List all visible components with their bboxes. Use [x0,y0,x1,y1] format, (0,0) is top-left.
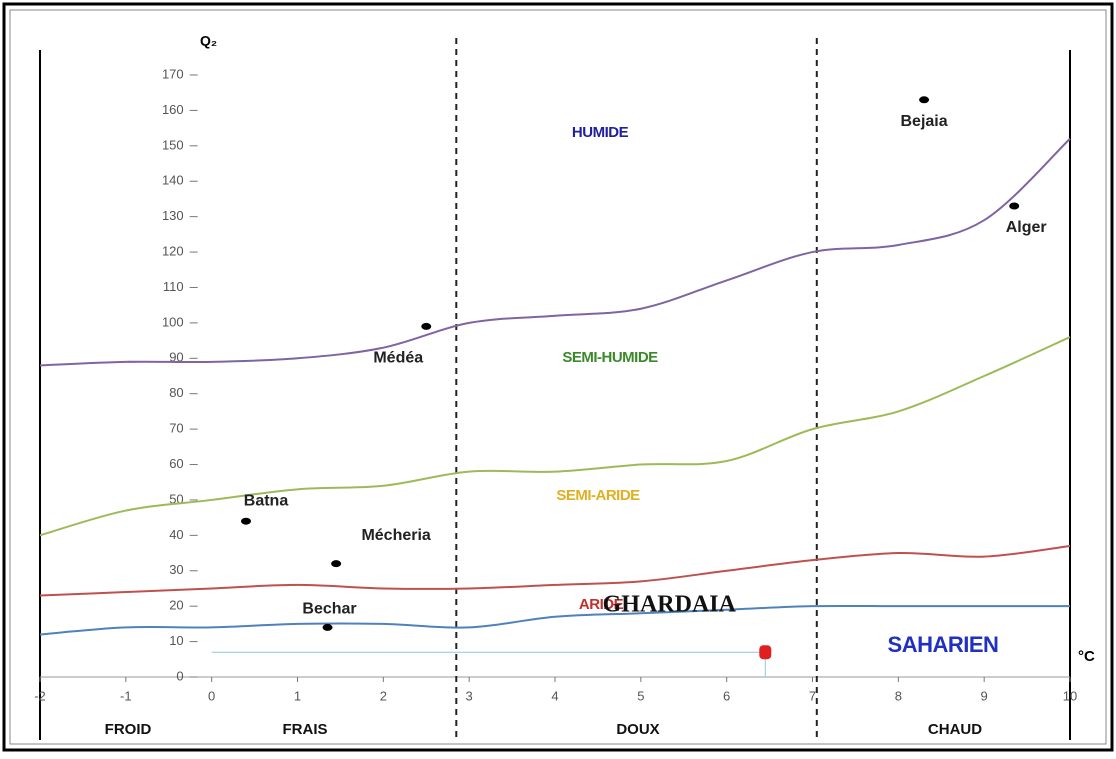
zone-boundary [39,604,1070,636]
zone-boundary [39,544,1071,597]
station-point [759,645,772,660]
zone-label: ARIDE [579,596,624,613]
band-label: CHAUD [928,721,982,738]
y-tick-label: 0 [176,668,183,683]
zone-label: SEMI-HUMIDE [562,349,658,366]
x-tick-label: 8 [895,688,902,703]
y-tick-label: 110 [163,279,184,294]
station-label: Bejaia [901,113,948,130]
y-tick-label: 160 [162,102,184,117]
x-axis-label: °C [1078,648,1095,665]
zone-label: SAHARIEN [888,632,999,657]
y-tick-label: 80 [169,385,183,400]
x-tick-label: -2 [34,688,46,703]
station-point [241,517,251,525]
zone-boundary [39,138,1071,367]
x-tick-label: -1 [120,688,132,703]
y-axis-label: Q₂ [200,33,217,49]
x-tick-label: 5 [637,688,644,703]
y-tick-label: 130 [162,208,184,223]
station-point [919,96,930,104]
y-tick-label: 60 [169,456,183,471]
station-point [421,322,432,330]
station-label: Alger [1006,219,1047,236]
x-tick-label: 6 [723,688,730,703]
station-label: Médéa [373,350,423,367]
station-label: Batna [244,492,289,509]
x-tick-label: 0 [208,688,215,703]
y-tick-label: 120 [162,243,184,258]
zone-label: SEMI-ARIDE [556,487,640,504]
band-label: FROID [105,721,152,738]
y-tick-label: 40 [169,527,183,542]
station-label: GHARDAIA [603,592,737,618]
zone-boundary [39,336,1071,537]
x-tick-label: 3 [466,688,473,703]
station-point [1009,202,1020,210]
y-tick-label: 150 [162,137,184,152]
band-label: DOUX [616,721,659,738]
x-tick-label: 2 [380,688,387,703]
y-tick-label: 70 [169,421,183,436]
station-label: Bechar [302,601,356,618]
station-label: Mécheria [361,527,430,544]
zone-label: HUMIDE [572,124,629,141]
y-tick-label: 140 [162,173,184,188]
x-tick-label: 7 [809,688,816,703]
band-label: FRAIS [283,721,328,738]
y-tick-label: 20 [169,598,183,613]
x-tick-label: 4 [551,688,558,703]
x-tick-label: 9 [981,688,988,703]
y-tick-label: 10 [169,633,183,648]
y-tick-label: 100 [162,314,184,329]
inner-frame [9,9,1107,745]
station-point [331,560,342,568]
station-point [322,623,333,631]
x-tick-label: 10 [1063,688,1077,703]
x-tick-label: 1 [294,688,301,703]
y-tick-label: 170 [162,66,184,81]
y-tick-label: 30 [169,562,183,577]
